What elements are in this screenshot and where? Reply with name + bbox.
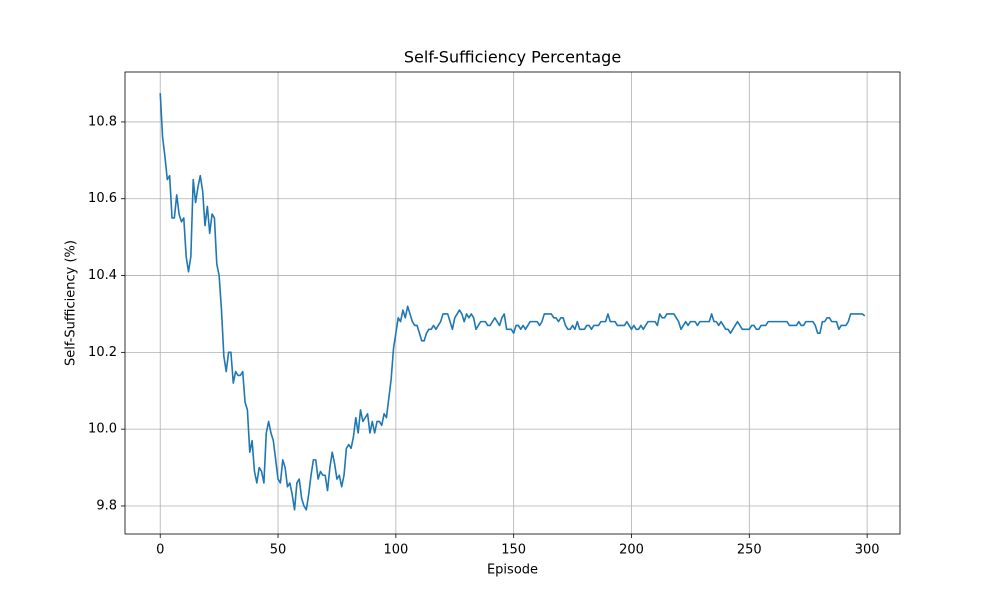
x-tick-label: 300 bbox=[855, 543, 880, 558]
y-tick-label: 10.8 bbox=[88, 114, 117, 129]
x-tick-label: 250 bbox=[737, 543, 762, 558]
x-tick-label: 200 bbox=[619, 543, 644, 558]
x-tick-label: 100 bbox=[383, 543, 408, 558]
x-tick-label: 50 bbox=[270, 543, 287, 558]
y-tick-label: 10.4 bbox=[88, 268, 117, 283]
chart-title: Self-Sufficiency Percentage bbox=[404, 48, 621, 67]
y-tick-label: 10.6 bbox=[88, 191, 117, 206]
y-tick-label: 9.8 bbox=[96, 498, 117, 513]
x-axis-label: Episode bbox=[487, 563, 538, 578]
x-tick-label: 0 bbox=[156, 543, 164, 558]
y-axis-label: Self-Sufficiency (%) bbox=[64, 240, 79, 366]
x-tick-label: 150 bbox=[501, 543, 526, 558]
line bbox=[159, 93, 866, 511]
y-tick-label: 10.0 bbox=[88, 422, 117, 437]
plot-frame bbox=[124, 71, 901, 535]
y-tick-label: 10.2 bbox=[88, 345, 117, 360]
